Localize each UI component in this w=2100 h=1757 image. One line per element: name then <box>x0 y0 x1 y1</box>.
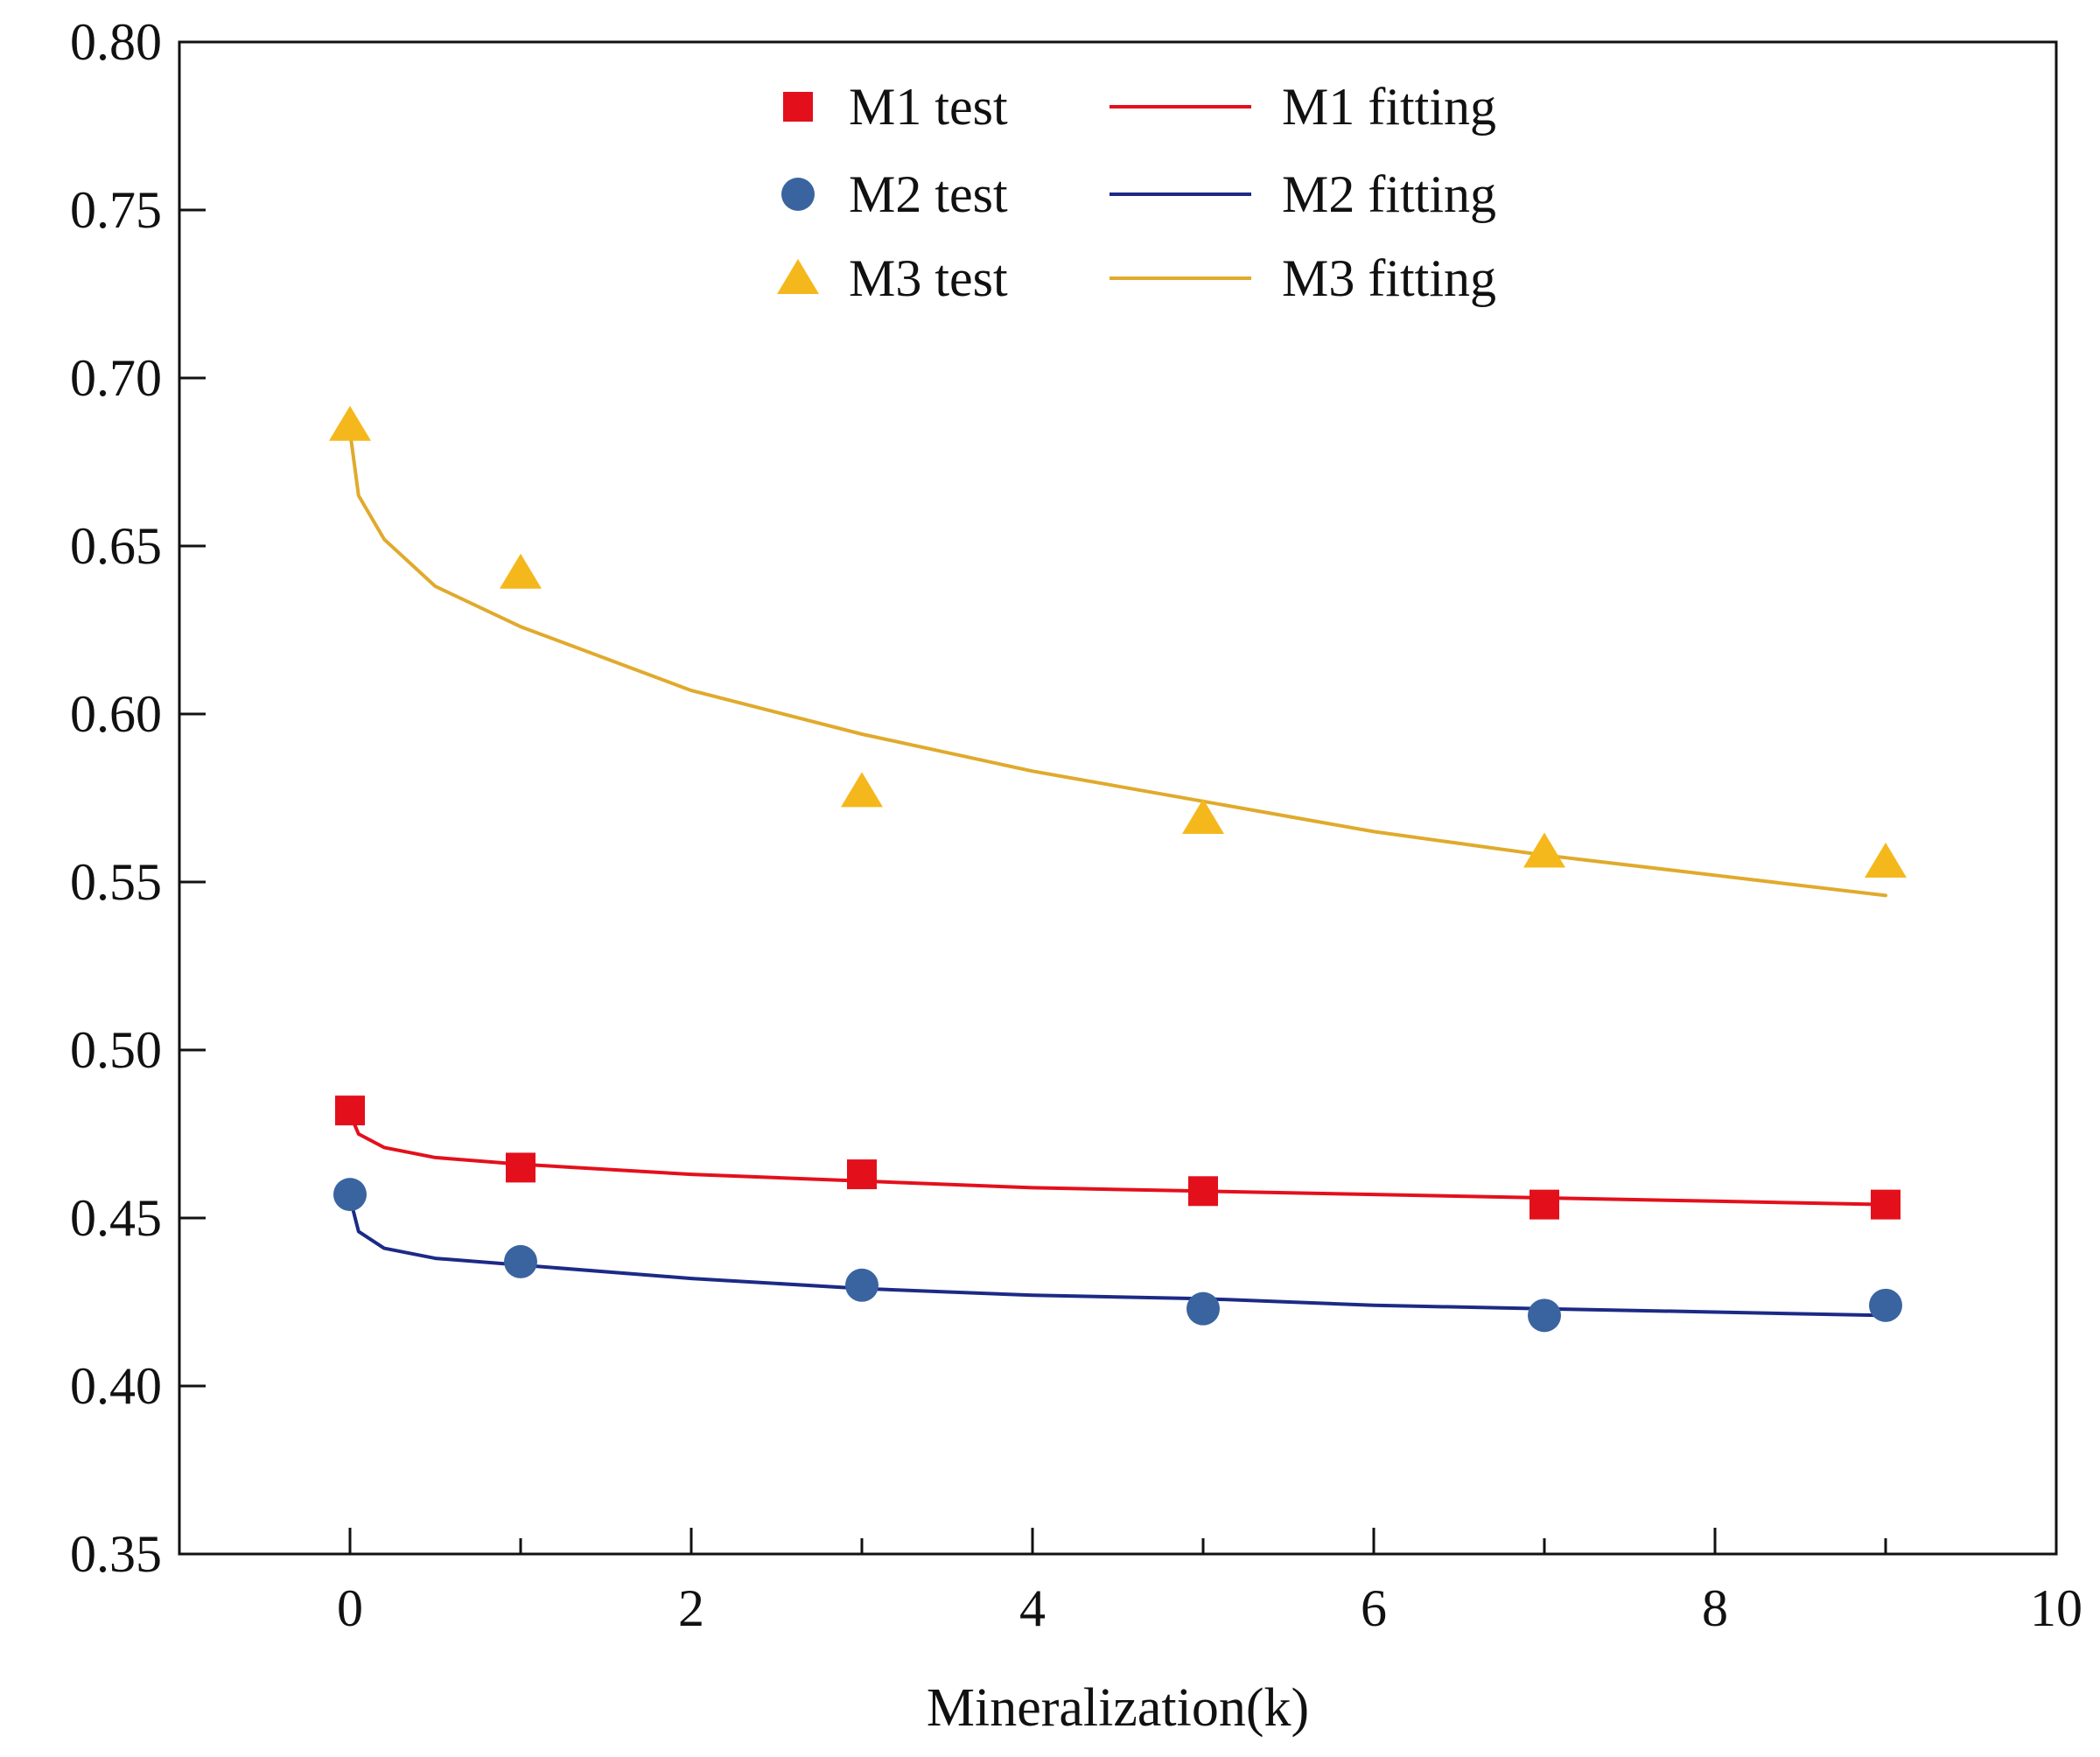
x-axis-title: Mineralization(k) <box>927 1678 1309 1738</box>
y-tick-label: 0.40 <box>70 1357 162 1415</box>
legend-label: M2 test <box>849 165 1008 223</box>
m1-test-point <box>1871 1189 1900 1220</box>
y-tick-label: 0.65 <box>70 517 162 575</box>
data-points <box>329 405 1907 1333</box>
m3-test-point <box>1523 832 1565 868</box>
y-tick-label: 0.70 <box>70 349 162 407</box>
m2-test-point <box>1528 1298 1561 1333</box>
m1-test-point <box>506 1152 536 1183</box>
legend-label: M2 fitting <box>1282 165 1496 223</box>
x-axis: 0 2 4 6 8 10 <box>337 1528 2082 1637</box>
m3-test-point <box>329 405 371 441</box>
m3-test-point <box>1182 799 1224 835</box>
legend-marker-m3-test <box>777 259 819 294</box>
legend-marker-m2-test <box>781 178 815 211</box>
y-axis: 0.35 0.40 0.45 0.50 0.55 0.60 0.65 0.70 0.75 0.80 <box>70 13 206 1583</box>
m2-test-point <box>1186 1292 1220 1326</box>
legend-label: M1 fitting <box>1282 78 1496 136</box>
m1-test-point <box>1188 1176 1218 1207</box>
m3-test-point <box>500 553 542 589</box>
legend-label: M3 fitting <box>1282 249 1496 307</box>
m2-test-point <box>333 1178 367 1212</box>
x-tick-label: 6 <box>1361 1579 1387 1637</box>
x-tick-label: 2 <box>678 1579 704 1637</box>
m3-test-point <box>841 772 883 808</box>
m1-test-point <box>335 1096 365 1126</box>
m1-test-point <box>847 1159 877 1190</box>
y-tick-label: 0.45 <box>70 1189 162 1247</box>
x-tick-label: 4 <box>1019 1579 1046 1637</box>
m1-test-point <box>1530 1189 1559 1220</box>
legend-label: M3 test <box>849 249 1008 307</box>
x-tick-label: 0 <box>337 1579 363 1637</box>
y-tick-label: 0.55 <box>70 853 162 911</box>
plot-area-frame <box>178 40 2058 1556</box>
x-tick-label: 10 <box>2030 1579 2082 1637</box>
y-tick-label: 0.50 <box>70 1021 162 1079</box>
legend-marker-m1-test <box>783 92 813 122</box>
y-tick-label: 0.80 <box>70 13 162 71</box>
m2-test-point <box>1869 1288 1902 1322</box>
x-tick-label: 8 <box>1702 1579 1728 1637</box>
legend-label: M1 test <box>849 78 1008 136</box>
m2-test-point <box>845 1268 878 1302</box>
y-tick-label: 0.75 <box>70 181 162 239</box>
legend: M1 test M1 fitting M2 test M2 fitting M3 tes… <box>777 78 1496 307</box>
y-tick-label: 0.60 <box>70 685 162 743</box>
m2-test-point <box>504 1244 537 1278</box>
m3-test-point <box>1865 842 1907 878</box>
y-tick-label: 0.35 <box>70 1525 162 1583</box>
